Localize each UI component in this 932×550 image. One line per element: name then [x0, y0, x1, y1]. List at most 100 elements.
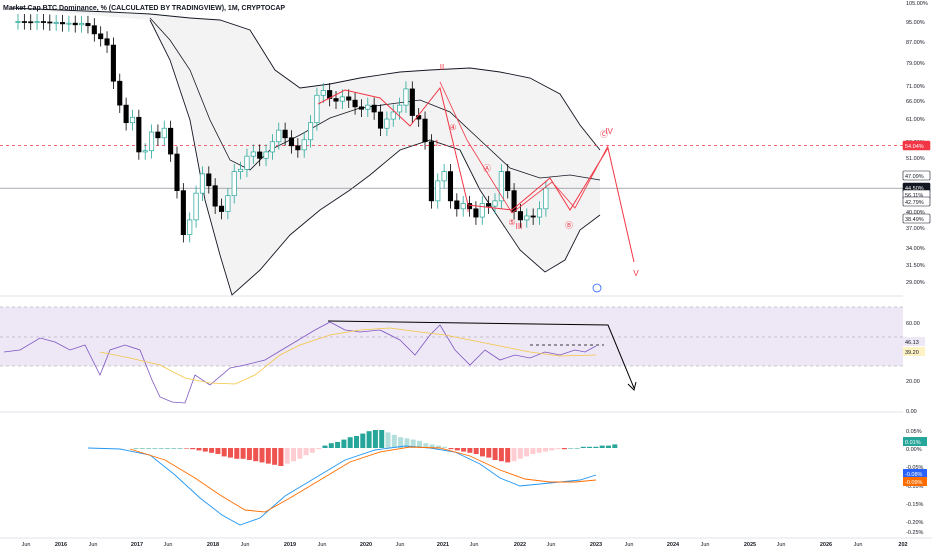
macd-histogram-bar — [265, 448, 271, 464]
time-axis[interactable]: Jun 2016 Jun 2017 Jun 2018 Jun 2019 Jun 2020 Jun 20… — [0, 537, 932, 548]
macd-histogram-bar — [322, 445, 328, 448]
candle-body — [199, 173, 205, 194]
macd-pane: 0.05% 0.00% -0.05% -0.10% -0.15% -0.20% -0.25%… — [87, 429, 927, 536]
price-label-box — [902, 170, 931, 181]
candle-body — [34, 21, 40, 23]
macd-histogram-bar — [240, 448, 246, 459]
macd-histogram-bar — [221, 448, 227, 457]
macd-histogram-bar — [498, 448, 504, 462]
price-tick-label: 37.00% — [906, 226, 925, 232]
price-label-text: 54.04% — [905, 144, 924, 150]
price-label-text: 47.09% — [905, 174, 924, 180]
wave-segment — [439, 81, 513, 214]
candle-body — [244, 155, 250, 170]
candle-body — [505, 171, 511, 192]
candle-body — [117, 80, 123, 106]
candle-body — [473, 208, 479, 218]
macd-histogram-bar — [177, 448, 183, 449]
rsi-arrow-head — [627, 381, 637, 391]
bb-lower-line — [149, 19, 601, 296]
time-tick-label: Jun — [777, 542, 786, 548]
time-tick-label: Jun — [318, 542, 327, 548]
macd-histogram-bar — [234, 448, 240, 459]
rsi-tick-label: 0.00 — [906, 409, 917, 415]
rsi-label-text: 46.13 — [905, 340, 919, 346]
macd-histogram-bar — [328, 443, 334, 448]
macd-histogram-bar — [587, 446, 593, 448]
macd-tick-label: -0.15% — [906, 502, 924, 508]
bollinger-bands — [9, 7, 601, 296]
time-tick-label: Jun — [164, 542, 173, 548]
price-axis[interactable]: 105.00% 95.00% 87.00% 79.00% 71.00% 66.00% 61.… — [902, 1, 931, 286]
time-tick-label: Jun — [241, 542, 250, 548]
macd-histogram-bar — [146, 448, 152, 449]
rsi-tick-label: 20.00 — [906, 379, 920, 385]
macd-histogram-bar — [171, 448, 177, 449]
time-tick-label: 2022 — [514, 542, 526, 548]
price-label-text: 56.11% — [905, 193, 923, 199]
time-tick-label: 2021 — [437, 542, 449, 548]
time-tick-label: 202 — [898, 542, 907, 548]
macd-histogram-bar — [606, 445, 611, 448]
candle-body — [479, 203, 485, 218]
macd-histogram-bar — [404, 438, 410, 448]
macd-label-text: 0.01% — [905, 440, 921, 446]
candle-body — [174, 153, 180, 192]
price-label-text: 42.79% — [905, 200, 924, 206]
price-label-text: 38.49% — [905, 217, 924, 223]
time-tick-label: Jun — [470, 542, 479, 548]
macd-line — [87, 445, 597, 526]
macd-histogram-bar — [448, 448, 454, 450]
macd-label-text: -0.09% — [905, 480, 923, 486]
macd-histogram-bar — [209, 448, 215, 453]
candle-body — [358, 106, 364, 110]
macd-tick-label: -0.20% — [906, 520, 924, 526]
wave-label: Ⓑ — [565, 221, 573, 230]
macd-histogram-bar — [278, 448, 284, 466]
candle-body — [276, 129, 282, 143]
time-tick-label: 2019 — [284, 542, 296, 548]
candle-body — [447, 171, 454, 202]
candle-body — [397, 104, 403, 113]
macd-tick-label: -0.10% — [906, 484, 924, 490]
candle-body — [498, 171, 504, 202]
wave-label: J — [434, 139, 438, 148]
macd-histogram-bar — [291, 448, 296, 462]
macd-histogram-bar — [517, 448, 523, 459]
macd-histogram-bar — [398, 437, 404, 448]
macd-histogram-bar — [215, 448, 221, 454]
candle-body — [187, 219, 193, 235]
macd-tick-label: -0.05% — [906, 465, 924, 471]
macd-histogram-bar — [165, 448, 170, 449]
candlestick-series — [15, 14, 549, 243]
candle-body — [365, 104, 371, 110]
price-label-box — [902, 196, 931, 207]
time-tick-label: 2026 — [820, 542, 832, 548]
candle-body — [543, 187, 549, 210]
macd-histogram-bar — [492, 448, 498, 460]
macd-histogram-bar — [391, 434, 397, 448]
time-tick-label: Jun — [22, 542, 31, 548]
candle-body — [142, 150, 148, 153]
candle-body — [53, 22, 59, 24]
candle-body — [238, 168, 244, 172]
candle-body — [371, 104, 377, 113]
candle-body — [66, 22, 72, 25]
time-tick-label: 2023 — [590, 542, 602, 548]
macd-histogram-bar — [410, 439, 416, 448]
macd-histogram-bar — [158, 448, 164, 449]
candle-body — [339, 96, 345, 102]
candle-body — [441, 171, 447, 182]
macd-histogram-bar — [139, 448, 145, 449]
candle-body — [492, 200, 498, 207]
macd-histogram-bar — [423, 443, 429, 448]
candle-body — [288, 137, 295, 147]
macd-histogram-bar — [272, 448, 278, 465]
candle-body — [333, 98, 339, 102]
rsi-line — [3, 321, 597, 404]
candle-body — [193, 192, 199, 221]
candle-body — [517, 211, 523, 221]
macd-histogram-bar — [246, 448, 252, 460]
price-tick-label: 51.00% — [906, 156, 925, 162]
